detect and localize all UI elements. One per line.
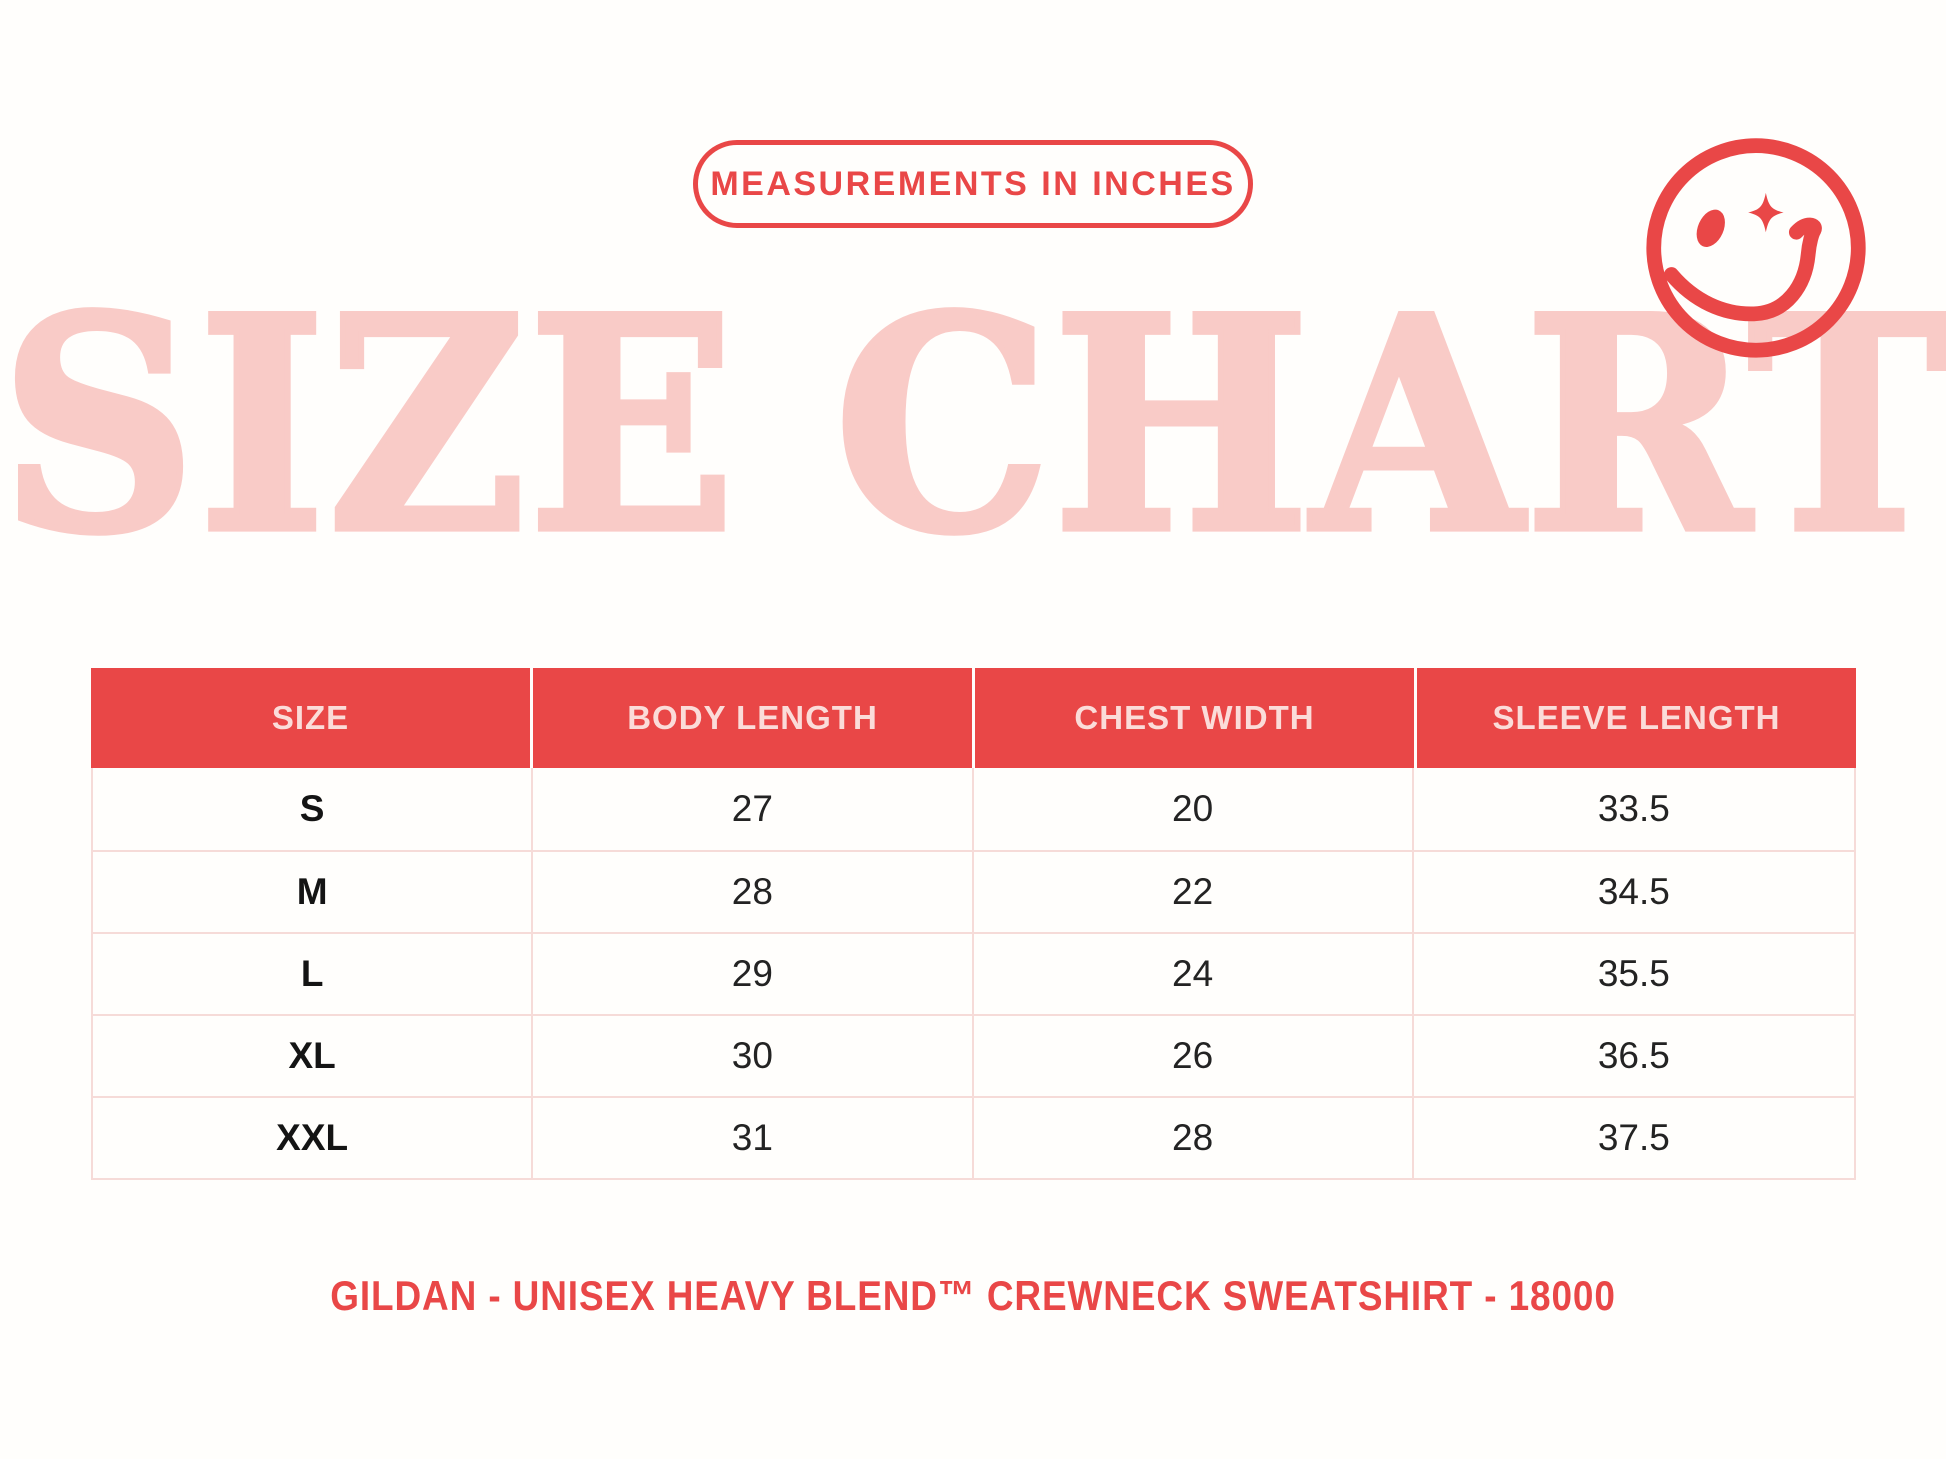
column-header-chest-width: CHEST WIDTH <box>975 668 1414 768</box>
chest-width-cell: 28 <box>974 1098 1414 1178</box>
winking-smiley-svg <box>1646 138 1866 358</box>
column-header-sleeve-length: SLEEVE LENGTH <box>1417 668 1856 768</box>
size-cell: XXL <box>93 1098 534 1178</box>
sleeve-length-cell: 36.5 <box>1597 1035 1670 1076</box>
body-length-cell: 28 <box>533 852 974 932</box>
size-cell: L <box>93 934 534 1014</box>
body-length-cell: 29 <box>533 934 974 1014</box>
size-table-body: S 27 20 33.5 M 28 22 34.5 L 29 24 35.5 X… <box>91 768 1856 1180</box>
body-length-cell: 30 <box>533 1016 974 1096</box>
sleeve-length-cell: 35.5 <box>1597 953 1670 994</box>
table-row-s: S 27 20 33.5 <box>93 768 1854 850</box>
chest-width-cell: 26 <box>974 1016 1414 1096</box>
sleeve-length-cell: 33.5 <box>1597 788 1670 829</box>
sleeve-length-cell: 34.5 <box>1597 871 1670 912</box>
column-header-body-length: BODY LENGTH <box>533 668 972 768</box>
measurements-badge-label: MEASUREMENTS IN INCHES <box>710 164 1236 203</box>
chest-width-cell: 22 <box>974 852 1414 932</box>
measurements-badge: MEASUREMENTS IN INCHES <box>693 140 1253 228</box>
chest-width-cell: 20 <box>974 768 1414 850</box>
size-cell: XL <box>93 1016 534 1096</box>
sleeve-length-cell: 37.5 <box>1597 1117 1670 1158</box>
column-header-size: SIZE <box>91 668 530 768</box>
body-length-cell: 31 <box>533 1098 974 1178</box>
chest-width-cell: 24 <box>974 934 1414 1014</box>
size-cell: M <box>93 852 534 932</box>
product-name-footer: GILDAN - UNISEX HEAVY BLEND™ CREWNECK SW… <box>330 1272 1616 1319</box>
table-row-xl: XL 30 26 36.5 <box>93 1014 1854 1096</box>
table-row-l: L 29 24 35.5 <box>93 932 1854 1014</box>
page-title: SIZE CHART <box>0 254 1946 599</box>
size-cell: S <box>93 768 534 850</box>
body-length-cell: 27 <box>533 768 974 850</box>
table-row-xxl: XXL 31 28 37.5 <box>93 1096 1854 1178</box>
size-table-header-row: SIZE BODY LENGTH CHEST WIDTH SLEEVE LENG… <box>91 668 1856 768</box>
winking-smiley-icon <box>1639 127 1875 363</box>
table-row-m: M 28 22 34.5 <box>93 850 1854 932</box>
size-table: SIZE BODY LENGTH CHEST WIDTH SLEEVE LENG… <box>91 668 1856 1180</box>
